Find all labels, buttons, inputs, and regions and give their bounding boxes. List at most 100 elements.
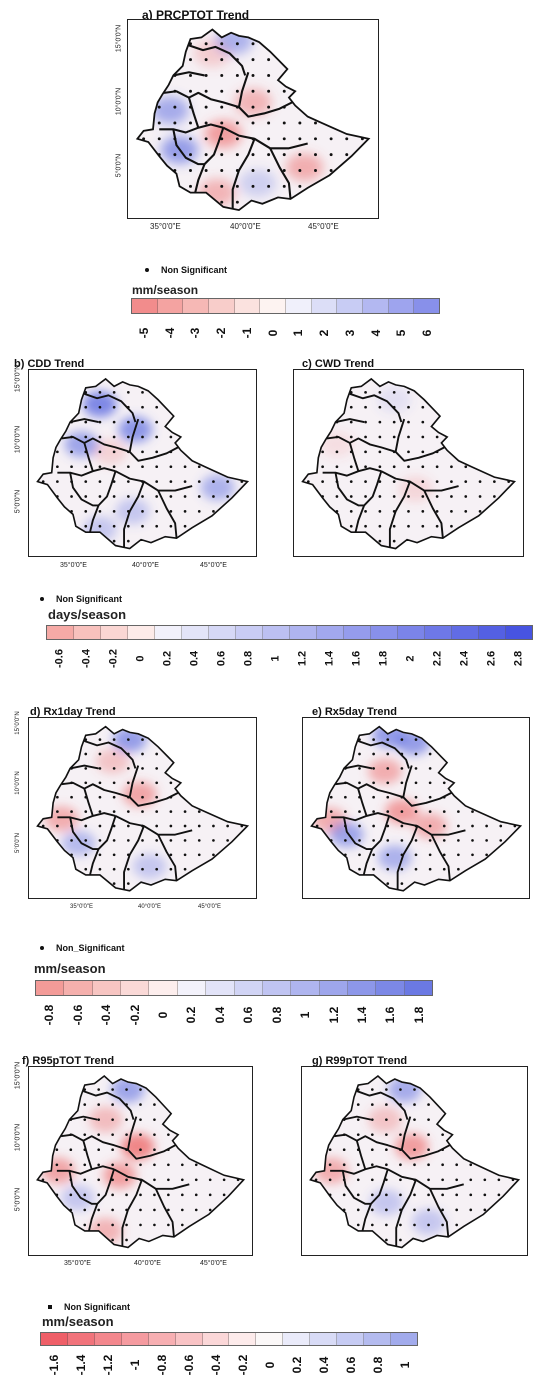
non-significant-dot bbox=[455, 1193, 459, 1197]
non-significant-dot bbox=[372, 839, 375, 842]
lat-tick: 15°0'0"N bbox=[14, 364, 22, 393]
negative-trend-area bbox=[368, 1106, 402, 1133]
non-significant-dot bbox=[183, 510, 187, 513]
colorbar-swatch bbox=[452, 626, 479, 639]
non-significant-dot bbox=[321, 480, 324, 483]
lon-tick: 35°0'0"E bbox=[150, 222, 181, 231]
non-significant-dot bbox=[212, 824, 215, 828]
non-significant-dot bbox=[400, 824, 404, 828]
colorbar-swatch bbox=[92, 981, 122, 995]
non-significant-dot bbox=[298, 137, 302, 141]
non-significant-dot bbox=[56, 480, 59, 483]
non-significant-dot bbox=[112, 867, 116, 871]
non-significant-dot bbox=[407, 465, 410, 469]
map-frame bbox=[293, 369, 524, 557]
non-significant-dot bbox=[157, 137, 161, 141]
colorbar-tick-label: 0 bbox=[134, 655, 147, 662]
colorbar-swatch bbox=[234, 981, 263, 995]
colorbar-tick-label: 0.8 bbox=[269, 1006, 284, 1024]
non-significant-dot bbox=[392, 420, 396, 424]
non-significant-dot bbox=[98, 405, 102, 409]
positive-trend-area bbox=[377, 386, 412, 413]
non-significant-dot bbox=[427, 1133, 430, 1137]
non-significant-dot bbox=[197, 824, 201, 828]
non-significant-dot bbox=[112, 839, 116, 842]
lon-tick: 35°0'0"E bbox=[60, 562, 87, 569]
region-boundary bbox=[354, 470, 383, 533]
non-significant-dot bbox=[183, 495, 187, 498]
non-significant-dot bbox=[414, 781, 418, 785]
negative-trend-area bbox=[44, 806, 79, 832]
non-significant-dot bbox=[372, 738, 375, 741]
colorbar-swatch bbox=[425, 626, 452, 639]
non-significant-dot bbox=[364, 450, 367, 454]
non-significant-dot bbox=[356, 1208, 360, 1212]
non-significant-dot bbox=[413, 1193, 416, 1197]
colorbar-tick-label: 1.8 bbox=[411, 1006, 426, 1024]
non-significant-dot bbox=[125, 1163, 128, 1167]
non-significant-dot bbox=[235, 42, 239, 46]
lat-tick: 15°0'0"N bbox=[115, 24, 123, 53]
non-significant-dot bbox=[189, 184, 192, 188]
non-significant-dot bbox=[141, 420, 144, 424]
region-boundary bbox=[57, 467, 116, 477]
non-significant-dot bbox=[98, 824, 102, 828]
non-significant-dot bbox=[226, 839, 229, 842]
non-significant-dot bbox=[450, 465, 453, 469]
colorbar-tick-label: 3 bbox=[342, 329, 357, 337]
non-significant-dot bbox=[385, 1148, 388, 1152]
non-significant-dot bbox=[345, 137, 349, 141]
non-significant-dot bbox=[414, 767, 418, 770]
non-significant-dot bbox=[181, 1193, 184, 1197]
non-significant-dot bbox=[392, 465, 396, 469]
non-significant-dot bbox=[197, 495, 201, 498]
non-significant-dot bbox=[364, 405, 367, 409]
colorbar-tick-label: 0.6 bbox=[241, 1006, 256, 1024]
non-significant-dot bbox=[212, 480, 215, 483]
non-significant-dot bbox=[139, 1103, 142, 1106]
non-significant-dot bbox=[400, 867, 404, 871]
non-significant-dot bbox=[370, 1223, 374, 1227]
unit-label: mm/season bbox=[132, 283, 199, 297]
non-significant-dot bbox=[98, 795, 102, 799]
non-significant-dot bbox=[335, 465, 339, 469]
non-significant-dot bbox=[471, 853, 474, 857]
ns-dot-icon bbox=[40, 946, 44, 950]
non-significant-dot bbox=[83, 1163, 87, 1167]
non-significant-dot bbox=[167, 1133, 170, 1136]
lon-tick: 40°0'0"E bbox=[132, 562, 159, 569]
colorbar-tick-label: 1 bbox=[291, 329, 306, 337]
non-significant-dot bbox=[483, 1208, 487, 1212]
colorbar-swatch bbox=[311, 299, 338, 313]
non-significant-dot bbox=[251, 89, 255, 93]
non-significant-dot bbox=[342, 1148, 346, 1152]
non-significant-dot bbox=[372, 781, 375, 785]
non-significant-dot bbox=[141, 510, 144, 513]
colorbar-tick-label: -0.4 bbox=[99, 1004, 114, 1026]
non-significant-dot bbox=[427, 1223, 430, 1227]
non-significant-dot bbox=[435, 524, 439, 528]
non-significant-dot bbox=[126, 767, 130, 770]
non-significant-dot bbox=[421, 450, 425, 454]
non-significant-dot bbox=[125, 1193, 128, 1197]
non-significant-dot bbox=[251, 121, 255, 125]
colorbar-tick-label: 0 bbox=[155, 1011, 170, 1019]
non-significant-dot bbox=[69, 1163, 73, 1167]
non-significant-dot bbox=[126, 738, 130, 741]
non-significant-dot bbox=[399, 1163, 402, 1167]
non-significant-dot bbox=[194, 1163, 198, 1167]
non-significant-dot bbox=[155, 767, 159, 770]
ns-legend: Non Significant bbox=[145, 265, 227, 275]
non-significant-dot bbox=[194, 1178, 198, 1182]
region-boundary bbox=[388, 481, 411, 548]
non-significant-dot bbox=[370, 1148, 374, 1152]
non-significant-dot bbox=[471, 810, 474, 813]
positive-trend-area bbox=[377, 845, 412, 871]
non-significant-dot bbox=[155, 405, 159, 409]
region-boundary bbox=[342, 1115, 372, 1121]
colorbar-tick-label: 4 bbox=[368, 329, 383, 337]
region-boundary bbox=[387, 1168, 464, 1190]
non-significant-dot bbox=[141, 781, 144, 785]
non-significant-dot bbox=[469, 1178, 473, 1182]
non-significant-dot bbox=[413, 1148, 416, 1152]
